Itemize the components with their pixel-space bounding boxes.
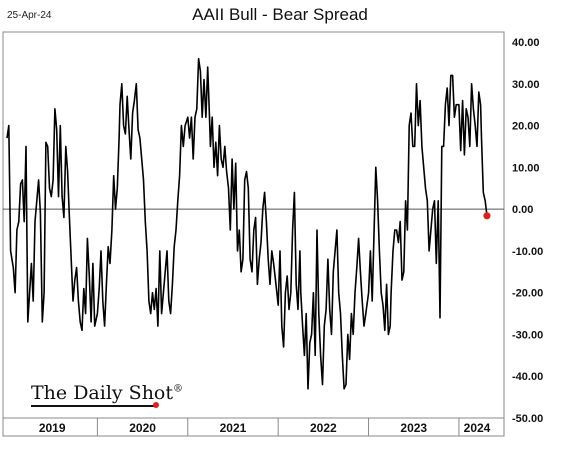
chart-title: AAII Bull - Bear Spread (192, 5, 368, 24)
year-dividers (96, 418, 460, 436)
y-tick-label: 20.00 (512, 121, 540, 133)
plot-frame (2, 31, 505, 437)
series-group (6, 57, 491, 390)
series-line-0 (6, 57, 488, 390)
x-tick-label: 2021 (220, 421, 247, 435)
x-tick-label: 2019 (39, 421, 66, 435)
brand-name: The Daily Shot (31, 382, 174, 404)
x-tick-label: 2020 (129, 421, 156, 435)
brand-registered-mark: ® (173, 383, 184, 395)
y-tick-label: -50.00 (512, 413, 543, 425)
x-tick-label: 2022 (310, 421, 337, 435)
y-axis-ticks: 40.00 30.00 20.00 10.00 0.00 -10.00 -20.00 -30.… (512, 37, 543, 425)
brand-dot (153, 402, 159, 408)
brand-underline (31, 405, 156, 407)
y-tick-label: 30.00 (512, 79, 540, 91)
x-tick-label: 2024 (464, 421, 491, 435)
latest-value-marker (483, 212, 491, 220)
brand-logo: The Daily Shot® (31, 382, 183, 404)
y-tick-label: 0.00 (512, 204, 533, 216)
y-tick-label: 10.00 (512, 162, 540, 174)
y-tick-label: -10.00 (512, 246, 543, 258)
y-tick-label: -40.00 (512, 371, 543, 383)
y-tick-label: -20.00 (512, 288, 543, 300)
x-tick-label: 2023 (400, 421, 427, 435)
date-stamp: 25-Apr-24 (7, 10, 52, 21)
y-tick-label: -30.00 (512, 329, 543, 341)
y-tick-label: 40.00 (512, 37, 540, 49)
x-axis-year-labels: 2019 2020 2021 2022 2023 2024 (39, 421, 491, 435)
